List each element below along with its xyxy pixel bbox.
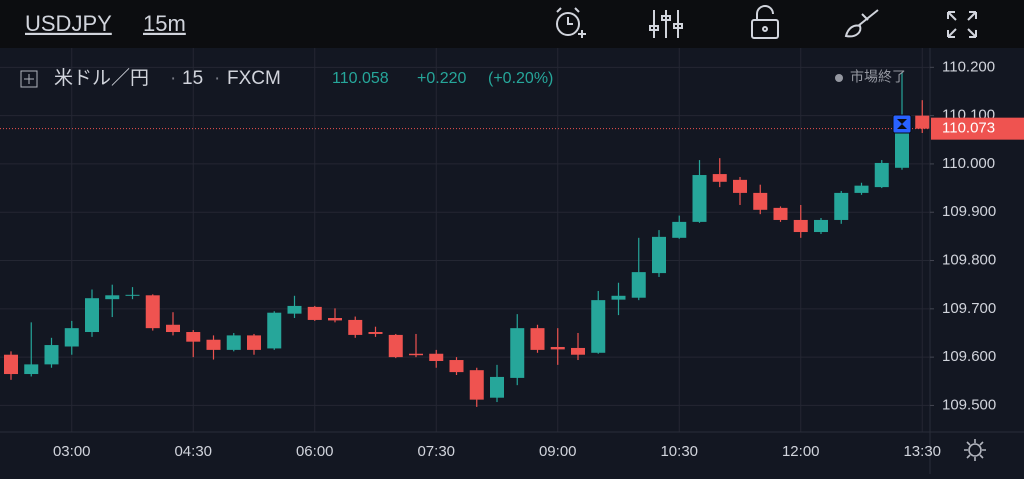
candle-body [328,318,342,321]
collapse-icon[interactable] [20,70,38,88]
candle-body [409,353,423,356]
candle-body [206,339,221,350]
candle-body [631,272,646,298]
candle-body [307,306,322,320]
legend-interval: 15 [182,68,203,89]
y-tick-label: 109.800 [942,251,996,268]
candle-body [24,364,39,375]
y-tick-label: 109.900 [942,203,996,220]
candle-body [186,332,201,342]
fullscreen-icon[interactable] [947,11,977,38]
candle-body [550,346,565,350]
candle-body [793,219,808,233]
interval[interactable]: 15m [143,11,186,36]
candle-body [530,328,545,350]
x-tick-label: 13:30 [903,443,941,460]
candle-body [44,345,59,365]
source: FXCM [227,68,281,89]
candle-body [490,376,504,398]
lock-icon[interactable] [751,5,779,39]
settings-icon[interactable] [964,439,986,461]
price-badge [931,117,1024,140]
candle-body [814,219,828,233]
candle-body [692,175,707,222]
separator: · [170,68,176,89]
x-tick-label: 06:00 [296,443,334,460]
candle-body [591,300,606,353]
legend: 米ドル／円 · 15 · FXCM 110.058 +0.220 (+0.20%… [20,67,906,89]
candle-body [166,324,180,333]
candle-body [915,115,930,129]
change: +0.220 [417,70,466,87]
candle-body [85,298,99,333]
candle-body [854,185,869,193]
candle-body [510,328,525,378]
candle-body [611,295,626,300]
candle-body [429,353,444,361]
last-value: 110.058 [332,70,389,87]
candle-body [247,335,261,350]
plot [0,48,930,432]
candle-body [145,295,160,329]
x-tick-label: 07:30 [417,443,455,460]
candle-body [267,312,282,349]
instrument: 米ドル／円 [54,67,149,89]
candle-body [348,319,363,335]
x-tick-label: 03:00 [53,443,91,460]
candle-body [449,360,464,373]
candle-body [652,236,666,274]
candle-body [672,221,687,238]
candle-body [874,162,889,188]
candle-body [105,295,120,300]
candle-body [4,354,18,375]
candle-body [469,370,484,400]
candle-body [834,192,849,220]
y-tick-label: 110.200 [942,58,995,75]
market-status: 市場終了 [850,69,906,85]
x-tick-label: 10:30 [660,443,698,460]
candle-body [368,332,383,334]
candle-body [388,334,403,358]
candle-body [773,207,788,220]
candle-body [226,335,241,350]
draw-icon[interactable] [844,9,879,38]
y-tick-label: 109.500 [942,396,996,413]
x-tick-label: 04:30 [174,443,212,460]
collapse-icon [24,74,34,84]
toolbar-icons [556,5,977,39]
y-tick-label: 110.000 [942,155,995,172]
candle-body [571,347,585,355]
y-tick-label: 109.700 [942,300,996,317]
candle-body [712,174,727,182]
toolbar [0,0,1024,48]
change-pct: (+0.20%) [488,70,553,87]
separator: · [214,68,220,89]
candle-body [125,294,140,296]
symbol[interactable]: USDJPY [25,11,112,36]
y-tick-label: 109.600 [942,348,996,365]
axes: 109.500 109.600 109.700 109.800 109.900 110.0… [53,58,1024,460]
indicators-icon[interactable] [649,10,683,38]
status-dot [835,74,843,82]
candle-body [733,179,747,193]
candle-body [753,192,768,210]
price-badge-label: 110.073 [942,120,995,137]
x-tick-label: 09:00 [539,443,577,460]
candle-body [287,305,302,314]
replay-marker [897,119,907,130]
alarm-icon[interactable] [556,7,586,38]
x-tick-label: 12:00 [782,443,820,460]
candle-body [64,328,79,347]
